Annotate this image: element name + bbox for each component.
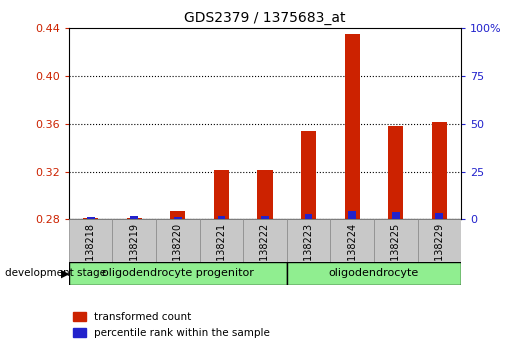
Bar [432, 121, 447, 219]
Bar [87, 217, 95, 219]
Bar [214, 171, 229, 219]
Bar [287, 219, 330, 262]
Bar [156, 219, 200, 262]
Bar [217, 216, 225, 219]
Text: GSM138222: GSM138222 [260, 223, 270, 282]
Bar [258, 171, 272, 219]
Bar [305, 214, 313, 219]
Bar [69, 262, 287, 285]
Bar [174, 217, 182, 219]
Bar [69, 219, 112, 262]
Bar [392, 212, 400, 219]
Bar [344, 34, 360, 219]
Bar [127, 218, 142, 219]
Bar [435, 213, 443, 219]
Text: GSM138229: GSM138229 [434, 223, 444, 282]
Text: GSM138221: GSM138221 [216, 223, 226, 282]
Text: GSM138223: GSM138223 [304, 223, 314, 282]
Bar [243, 219, 287, 262]
Bar [418, 219, 461, 262]
Bar [83, 218, 99, 219]
Text: GSM138218: GSM138218 [86, 223, 96, 282]
Legend: transformed count, percentile rank within the sample: transformed count, percentile rank withi… [69, 308, 274, 342]
Bar [330, 219, 374, 262]
Bar [261, 216, 269, 219]
Bar [388, 126, 403, 219]
Text: development stage: development stage [5, 268, 107, 278]
Bar [130, 216, 138, 219]
Text: GSM138225: GSM138225 [391, 223, 401, 282]
Bar [287, 262, 461, 285]
Bar [170, 211, 185, 219]
Bar [112, 219, 156, 262]
Text: GSM138224: GSM138224 [347, 223, 357, 282]
Text: ▶: ▶ [61, 268, 69, 278]
Text: oligodendrocyte: oligodendrocyte [329, 268, 419, 279]
Title: GDS2379 / 1375683_at: GDS2379 / 1375683_at [184, 11, 346, 24]
Bar [301, 131, 316, 219]
Bar [200, 219, 243, 262]
Bar [348, 211, 356, 219]
Text: GSM138219: GSM138219 [129, 223, 139, 282]
Text: GSM138220: GSM138220 [173, 223, 183, 282]
Bar [374, 219, 418, 262]
Text: oligodendrocyte progenitor: oligodendrocyte progenitor [102, 268, 254, 279]
